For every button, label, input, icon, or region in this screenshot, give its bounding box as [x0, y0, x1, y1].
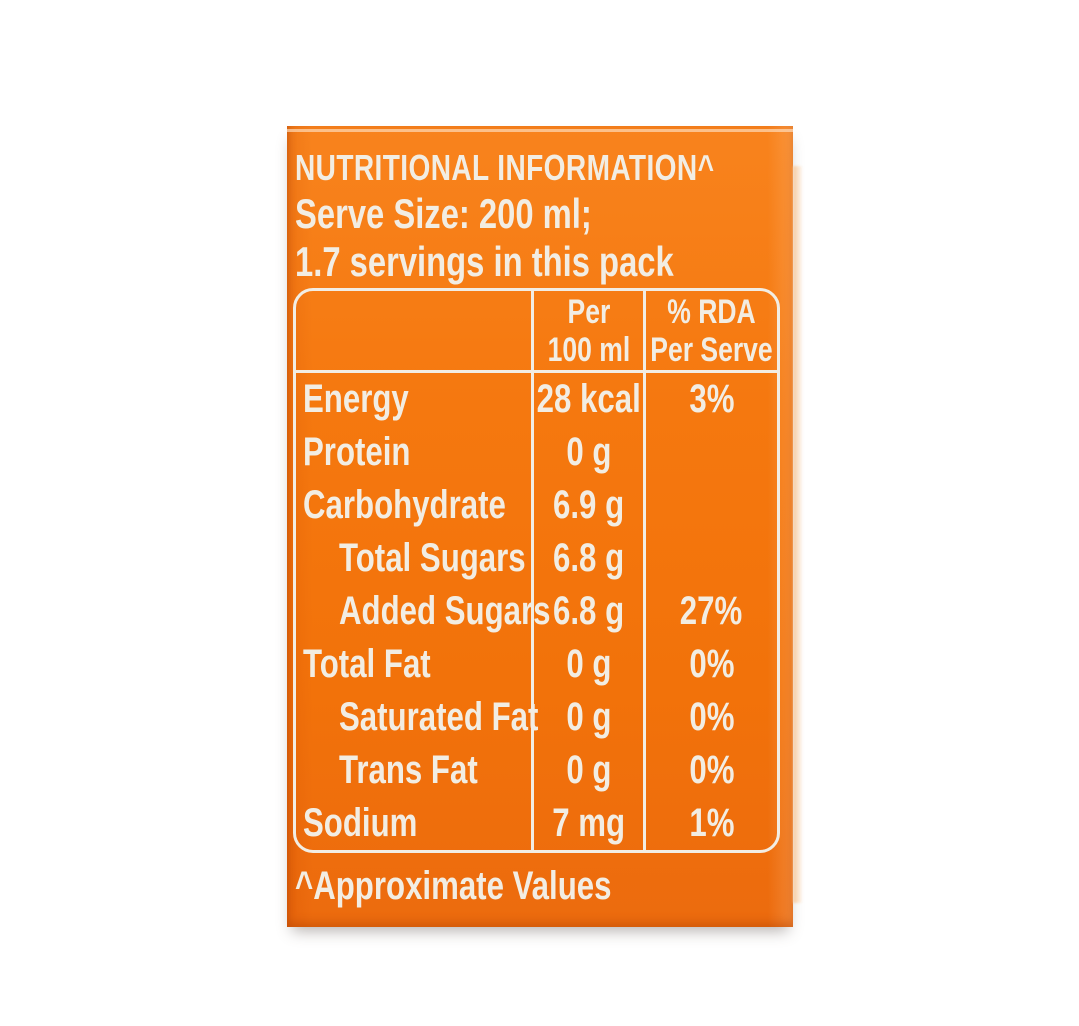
per-100ml-value: 6.8 g	[531, 532, 643, 585]
nutrition-table: Per 100 ml % RDA Per Serve Energy 28 kca…	[293, 288, 780, 853]
per-100ml-value: 7 mg	[531, 797, 643, 850]
per-100ml-value: 0 g	[531, 691, 643, 744]
nutrient-name: Trans Fat	[339, 748, 478, 792]
rda-value: 3%	[643, 373, 777, 426]
table-row: Sodium 7 mg 1%	[296, 797, 777, 850]
serve-size-line: Serve Size: 200 ml;	[295, 190, 793, 238]
per-100ml-value: 0 g	[531, 744, 643, 797]
rda-value	[643, 426, 777, 479]
header-blank-cell	[296, 291, 531, 373]
nutrition-title: NUTRITIONAL INFORMATION^	[295, 146, 793, 190]
header-rda-text: % RDA Per Serve	[650, 292, 773, 369]
table-row: Energy 28 kcal 3%	[296, 373, 777, 426]
nutrient-name: Added Sugars	[339, 589, 551, 633]
rda-value: 0%	[643, 638, 777, 691]
rda-value: 1%	[643, 797, 777, 850]
table-header-row: Per 100 ml % RDA Per Serve	[296, 291, 777, 373]
per-100ml-value: 0 g	[531, 426, 643, 479]
rda-value: 27%	[643, 585, 777, 638]
nutrient-name: Total Fat	[303, 642, 431, 686]
rda-value	[643, 479, 777, 532]
serve-size-text: Serve Size: 200 ml;	[295, 190, 592, 237]
nutrition-title-text: NUTRITIONAL INFORMATION^	[295, 147, 715, 188]
nutrition-label-panel: NUTRITIONAL INFORMATION^ Serve Size: 200…	[287, 126, 793, 927]
rda-value	[643, 532, 777, 585]
servings-text: 1.7 servings in this pack	[295, 238, 674, 285]
per-100ml-value: 6.8 g	[531, 585, 643, 638]
table-row: Total Sugars 6.8 g	[296, 532, 777, 585]
header-per-100ml-cell: Per 100 ml	[531, 291, 643, 373]
table-row: Added Sugars 6.8 g 27%	[296, 585, 777, 638]
rda-value: 0%	[643, 691, 777, 744]
table-row: Protein 0 g	[296, 426, 777, 479]
per-100ml-value: 6.9 g	[531, 479, 643, 532]
per-100ml-value: 28 kcal	[531, 373, 643, 426]
header-per-100ml-text: Per 100 ml	[547, 292, 630, 369]
nutrient-name: Energy	[303, 377, 409, 421]
table-row: Carbohydrate 6.9 g	[296, 479, 777, 532]
nutrient-name: Saturated Fat	[339, 695, 539, 739]
nutrient-name: Protein	[303, 430, 411, 474]
nutrient-name: Carbohydrate	[303, 483, 506, 527]
approximate-values-note: ^Approximate Values	[295, 863, 793, 909]
per-100ml-value: 0 g	[531, 638, 643, 691]
approximate-values-text: ^Approximate Values	[295, 864, 612, 908]
nutrient-name: Total Sugars	[339, 536, 526, 580]
table-row: Trans Fat 0 g 0%	[296, 744, 777, 797]
servings-line: 1.7 servings in this pack	[295, 238, 793, 286]
table-row: Total Fat 0 g 0%	[296, 638, 777, 691]
table-row: Saturated Fat 0 g 0%	[296, 691, 777, 744]
rda-value: 0%	[643, 744, 777, 797]
label-heading: NUTRITIONAL INFORMATION^ Serve Size: 200…	[287, 126, 793, 286]
header-rda-cell: % RDA Per Serve	[643, 291, 777, 373]
nutrient-name: Sodium	[303, 801, 418, 845]
